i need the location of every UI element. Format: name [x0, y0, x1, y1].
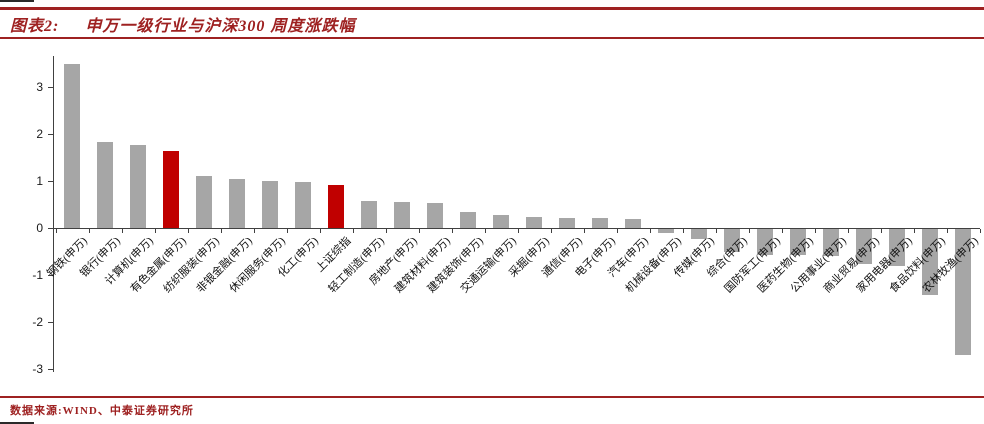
bar [361, 201, 377, 228]
x-axis-tick [583, 229, 585, 233]
x-axis-tick [352, 229, 354, 233]
footer-rule [0, 396, 984, 398]
title-top-rule [0, 7, 984, 10]
x-axis-tick [55, 229, 57, 233]
y-axis-label: 2 [36, 127, 43, 141]
y-axis-label: -2 [32, 315, 43, 329]
bar [922, 229, 938, 295]
y-axis-label: -1 [32, 268, 43, 282]
bar [526, 217, 542, 228]
figure-title-text: 申万一级行业与沪深300 周度涨跌幅 [85, 18, 356, 35]
bar [328, 184, 344, 228]
y-axis-label: 1 [36, 174, 43, 188]
title-bottom-rule [0, 37, 984, 39]
bar [625, 218, 641, 228]
bar [196, 176, 212, 228]
y-axis-tick [48, 87, 53, 88]
x-axis-tick [484, 229, 486, 233]
x-axis-tick [880, 229, 882, 233]
x-axis-tick [781, 229, 783, 233]
y-axis-tick [48, 322, 53, 323]
bar [889, 229, 905, 266]
y-axis-label: -3 [32, 362, 43, 376]
bar [394, 202, 410, 228]
x-axis-tick [847, 229, 849, 233]
bar [64, 64, 80, 228]
x-axis-tick [715, 229, 717, 233]
bar [823, 229, 839, 257]
bar [955, 229, 971, 355]
x-axis-tick [385, 229, 387, 233]
y-axis-tick [48, 369, 53, 370]
bar [691, 229, 707, 240]
y-axis-label: 3 [36, 80, 43, 94]
bar [658, 229, 674, 233]
x-axis-tick [88, 229, 90, 233]
x-axis-tick [979, 229, 981, 233]
x-axis-tick [517, 229, 519, 233]
y-axis-label: 0 [36, 221, 43, 235]
x-axis [53, 228, 980, 229]
bar [856, 229, 872, 264]
figure-title: 图表2: 申万一级行业与沪深300 周度涨跌幅 [10, 12, 980, 36]
y-axis-tick [48, 275, 53, 276]
bar [559, 217, 575, 228]
page-edge-artifact-top [0, 0, 34, 2]
x-axis-tick [418, 229, 420, 233]
y-axis-tick [48, 181, 53, 182]
bar [295, 182, 311, 228]
bar [724, 229, 740, 252]
x-axis-tick [913, 229, 915, 233]
page-edge-artifact-bottom [0, 422, 34, 424]
bar [790, 229, 806, 256]
bar [427, 203, 443, 228]
x-axis-tick [154, 229, 156, 233]
figure-label: 图表2: [10, 18, 60, 35]
x-axis-tick [253, 229, 255, 233]
bar [757, 229, 773, 255]
x-axis-tick [187, 229, 189, 233]
x-axis-tick [946, 229, 948, 233]
x-axis-tick [682, 229, 684, 233]
x-axis-tick [550, 229, 552, 233]
y-axis-tick [48, 228, 53, 229]
y-axis [53, 56, 54, 372]
x-axis-tick [286, 229, 288, 233]
x-axis-tick [220, 229, 222, 233]
data-source-note: 数据来源:WIND、中泰证券研究所 [10, 405, 194, 417]
bar [460, 211, 476, 228]
bar [97, 142, 113, 228]
x-axis-tick [451, 229, 453, 233]
bar [262, 181, 278, 228]
x-axis-tick [616, 229, 618, 233]
x-axis-tick [319, 229, 321, 233]
bar [592, 218, 608, 228]
x-axis-tick [121, 229, 123, 233]
bar [130, 144, 146, 228]
bar [163, 150, 179, 228]
bar [229, 178, 245, 228]
x-axis-tick [814, 229, 816, 233]
y-axis-tick [48, 134, 53, 135]
x-axis-tick [649, 229, 651, 233]
x-axis-tick [748, 229, 750, 233]
bar [493, 214, 509, 228]
